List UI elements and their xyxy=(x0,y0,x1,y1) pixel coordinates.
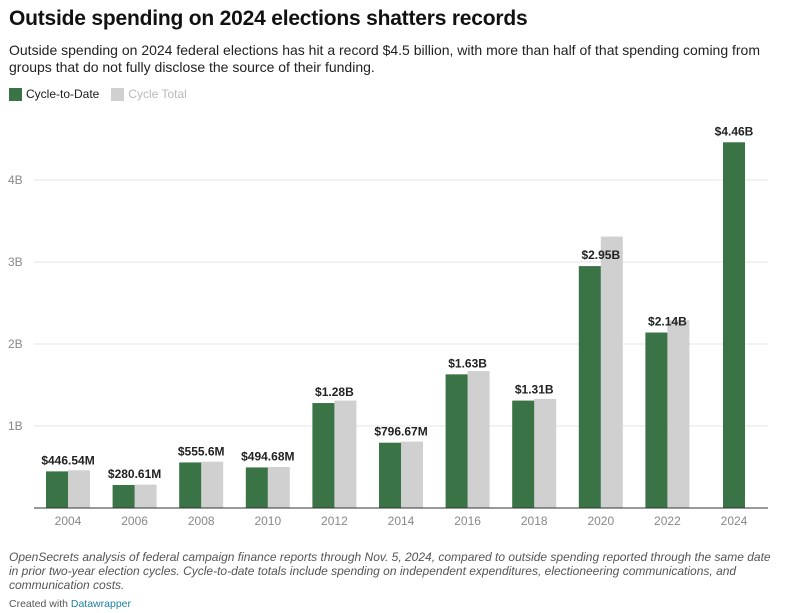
bar-cycle-total xyxy=(267,467,290,508)
bar-cycle-total xyxy=(600,236,623,508)
data-label: $2.14B xyxy=(648,315,687,329)
legend-label-cycle-total: Cycle Total xyxy=(128,87,187,101)
bar-cycle-total xyxy=(134,484,157,508)
x-tick-label: 2012 xyxy=(321,514,348,528)
y-tick-label: 4B xyxy=(8,173,23,187)
data-label: $1.28B xyxy=(315,385,354,399)
data-label: $494.68M xyxy=(241,449,294,463)
legend-label-cycle-to-date: Cycle-to-Date xyxy=(26,87,100,101)
bar-cycle-total xyxy=(201,461,224,508)
legend-item-cycle-to-date: Cycle-to-Date xyxy=(9,87,99,101)
y-tick-label: 1B xyxy=(8,419,23,433)
credit-prefix: Created with xyxy=(9,598,71,610)
x-tick-label: 2020 xyxy=(587,514,614,528)
legend-swatch-cycle-total xyxy=(111,87,125,101)
y-tick-label: 2B xyxy=(8,337,23,351)
chart-notes: OpenSecrets analysis of federal campaign… xyxy=(9,550,771,592)
bar-cycle-to-date xyxy=(112,484,135,508)
bar-cycle-total xyxy=(534,398,557,508)
bar-cycle-to-date xyxy=(512,400,535,508)
data-label: $555.6M xyxy=(178,444,225,458)
x-tick-label: 2014 xyxy=(388,514,415,528)
data-label: $4.46B xyxy=(715,124,754,138)
x-tick-label: 2022 xyxy=(654,514,681,528)
x-tick-label: 2010 xyxy=(254,514,281,528)
bar-cycle-total xyxy=(667,320,690,508)
bar-cycle-to-date xyxy=(578,266,601,508)
x-tick-label: 2006 xyxy=(121,514,148,528)
credit-line: Created with Datawrapper xyxy=(9,598,131,610)
data-label: $1.63B xyxy=(448,356,487,370)
data-label: $796.67M xyxy=(374,425,427,439)
datawrapper-link[interactable]: Datawrapper xyxy=(70,598,131,610)
data-label: $446.54M xyxy=(41,453,94,467)
bar-cycle-total xyxy=(401,441,423,508)
x-tick-label: 2018 xyxy=(521,514,548,528)
bar-cycle-to-date xyxy=(46,471,68,508)
data-label: $2.95B xyxy=(581,248,620,262)
y-tick-label: 3B xyxy=(8,255,23,269)
bar-cycle-to-date xyxy=(312,403,335,508)
bar-cycle-total xyxy=(334,400,357,508)
bar-cycle-total xyxy=(68,470,90,508)
bar-cycle-to-date xyxy=(379,442,401,508)
legend: Cycle-to-Date Cycle Total xyxy=(9,87,187,101)
chart-title: Outside spending on 2024 elections shatt… xyxy=(9,7,528,30)
data-label: $1.31B xyxy=(515,383,554,397)
chart-subtitle: Outside spending on 2024 federal electio… xyxy=(9,42,761,75)
bar-chart: 1B 2B 3B 4B $446.54M 2004 $280.61M 2006 $555.6M 2… xyxy=(8,124,768,528)
x-tick-label: 2008 xyxy=(188,514,215,528)
bar-cycle-total xyxy=(467,371,490,508)
legend-swatch-cycle-to-date xyxy=(9,87,22,101)
x-tick-label: 2016 xyxy=(454,514,481,528)
x-tick-label: 2024 xyxy=(721,514,748,528)
bar-cycle-to-date xyxy=(179,462,202,508)
bar-cycle-to-date xyxy=(445,374,468,508)
x-tick-label: 2004 xyxy=(55,514,82,528)
bar-cycle-to-date xyxy=(245,467,268,508)
bar-cycle-to-date xyxy=(723,142,745,508)
bar-cycle-to-date xyxy=(645,332,668,508)
data-label: $280.61M xyxy=(108,467,161,481)
legend-item-cycle-total: Cycle Total xyxy=(111,87,187,101)
